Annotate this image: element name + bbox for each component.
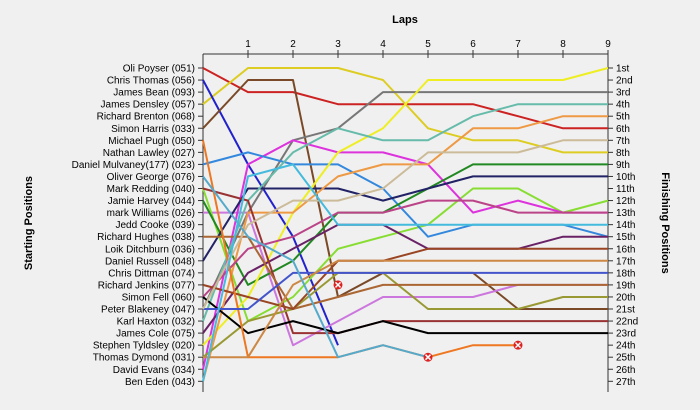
series-line — [202, 187, 609, 323]
start-position-label: Oliver George (076) — [107, 172, 195, 183]
start-position-label: Peter Blakeney (047) — [101, 305, 195, 316]
finish-position-label: 18th — [616, 268, 635, 279]
finish-position-label: 25th — [616, 353, 635, 364]
finish-position-label: 1st — [616, 64, 630, 75]
series-line — [202, 247, 608, 310]
start-position-label: Michael Pugh (050) — [108, 136, 195, 147]
finish-position-label: 26th — [616, 365, 635, 376]
retirement-marker-cross — [334, 281, 342, 288]
finish-position-label: 4th — [616, 100, 630, 111]
start-position-label: Nathan Lawley (027) — [103, 148, 195, 159]
series-line — [202, 103, 608, 322]
retirement-marker-cross — [514, 342, 522, 349]
series-line — [202, 67, 608, 130]
right-axis-label: Finishing Positions — [659, 172, 671, 273]
finish-position-label: 8th — [616, 148, 630, 159]
finish-position-label: 6th — [616, 124, 630, 135]
series-line — [202, 67, 609, 346]
x-tick-label: 4 — [380, 39, 386, 50]
start-position-label: Chris Thomas (056) — [107, 76, 195, 87]
finish-position-label: 5th — [616, 112, 630, 123]
retirement-marker-cross — [424, 354, 432, 361]
x-tick-label: 2 — [290, 39, 296, 50]
x-tick-label: 3 — [335, 39, 341, 50]
start-position-label: Oli Poyser (051) — [123, 64, 195, 75]
finish-position-label: 20th — [616, 292, 635, 303]
start-position-label: Daniel Mulvaney(177) (023) — [72, 160, 195, 171]
start-position-label: Mark Redding (040) — [107, 184, 195, 195]
finish-position-label: 9th — [616, 160, 630, 171]
start-position-label: James Cole (075) — [116, 329, 195, 340]
finish-position-label: 22nd — [616, 317, 638, 328]
series-line — [203, 271, 608, 310]
x-tick-label: 9 — [605, 39, 611, 50]
x-tick-label: 6 — [470, 39, 476, 50]
start-position-label: Stephen Tyldsley (020) — [93, 341, 195, 352]
finish-position-label: 24th — [616, 341, 635, 352]
finish-position-label: 3rd — [616, 88, 630, 99]
finish-position-label: 21st — [616, 305, 635, 316]
series-line — [203, 259, 608, 359]
finish-position-label: 19th — [616, 280, 635, 291]
series-line — [202, 175, 608, 262]
start-position-label: Jamie Harvey (044) — [108, 196, 195, 207]
start-position-label: mark Williams (026) — [107, 208, 195, 219]
finish-position-label: 23rd — [616, 329, 636, 340]
start-position-label: Thomas Dymond (031) — [93, 353, 195, 364]
series-line — [202, 199, 608, 298]
x-tick-label: 8 — [560, 39, 566, 50]
series-line — [203, 235, 608, 310]
finish-position-label: 10th — [616, 172, 635, 183]
start-position-label: Richard Hughes (038) — [97, 232, 195, 243]
start-position-label: Daniel Russell (048) — [105, 256, 195, 267]
finish-position-label: 7th — [616, 136, 630, 147]
start-position-label: Richard Brenton (068) — [97, 112, 195, 123]
series-line — [203, 211, 608, 347]
series-line — [202, 271, 608, 358]
start-position-label: Richard Jenkins (077) — [98, 280, 195, 291]
start-position-label: Jedd Cooke (039) — [116, 220, 196, 231]
series-line — [202, 296, 608, 335]
start-position-label: James Densley (057) — [101, 100, 195, 111]
x-tick-label: 1 — [245, 39, 251, 50]
series-line — [202, 163, 608, 382]
series-line — [202, 139, 608, 370]
finish-position-label: 16th — [616, 244, 635, 255]
x-tick-label: 7 — [515, 39, 521, 50]
finish-position-label: 13th — [616, 208, 635, 219]
start-position-label: Simon Fell (060) — [122, 292, 195, 303]
left-axis-label: Starting Positions — [23, 176, 35, 270]
series-line — [202, 139, 608, 310]
finish-position-label: 15th — [616, 232, 635, 243]
x-tick-label: 5 — [425, 39, 431, 50]
start-position-label: Loik Ditchburn (036) — [105, 244, 195, 255]
start-position-label: David Evans (034) — [113, 365, 195, 376]
finish-position-label: 2nd — [616, 76, 633, 87]
start-position-label: Chris Dittman (074) — [108, 268, 195, 279]
series-line — [202, 187, 608, 335]
start-position-label: Ben Eden (043) — [125, 377, 195, 388]
series-line — [202, 175, 429, 359]
start-position-label: James Bean (093) — [113, 88, 195, 99]
finish-position-label: 27th — [616, 377, 635, 388]
finish-position-label: 17th — [616, 256, 635, 267]
finish-position-label: 12th — [616, 196, 635, 207]
finish-position-label: 14th — [616, 220, 635, 231]
series-line — [202, 223, 608, 334]
start-position-label: Simon Harris (033) — [111, 124, 195, 135]
finish-position-label: 11th — [616, 184, 635, 195]
start-position-label: Karl Haxton (032) — [117, 317, 195, 328]
chart-title: Laps — [392, 14, 418, 26]
